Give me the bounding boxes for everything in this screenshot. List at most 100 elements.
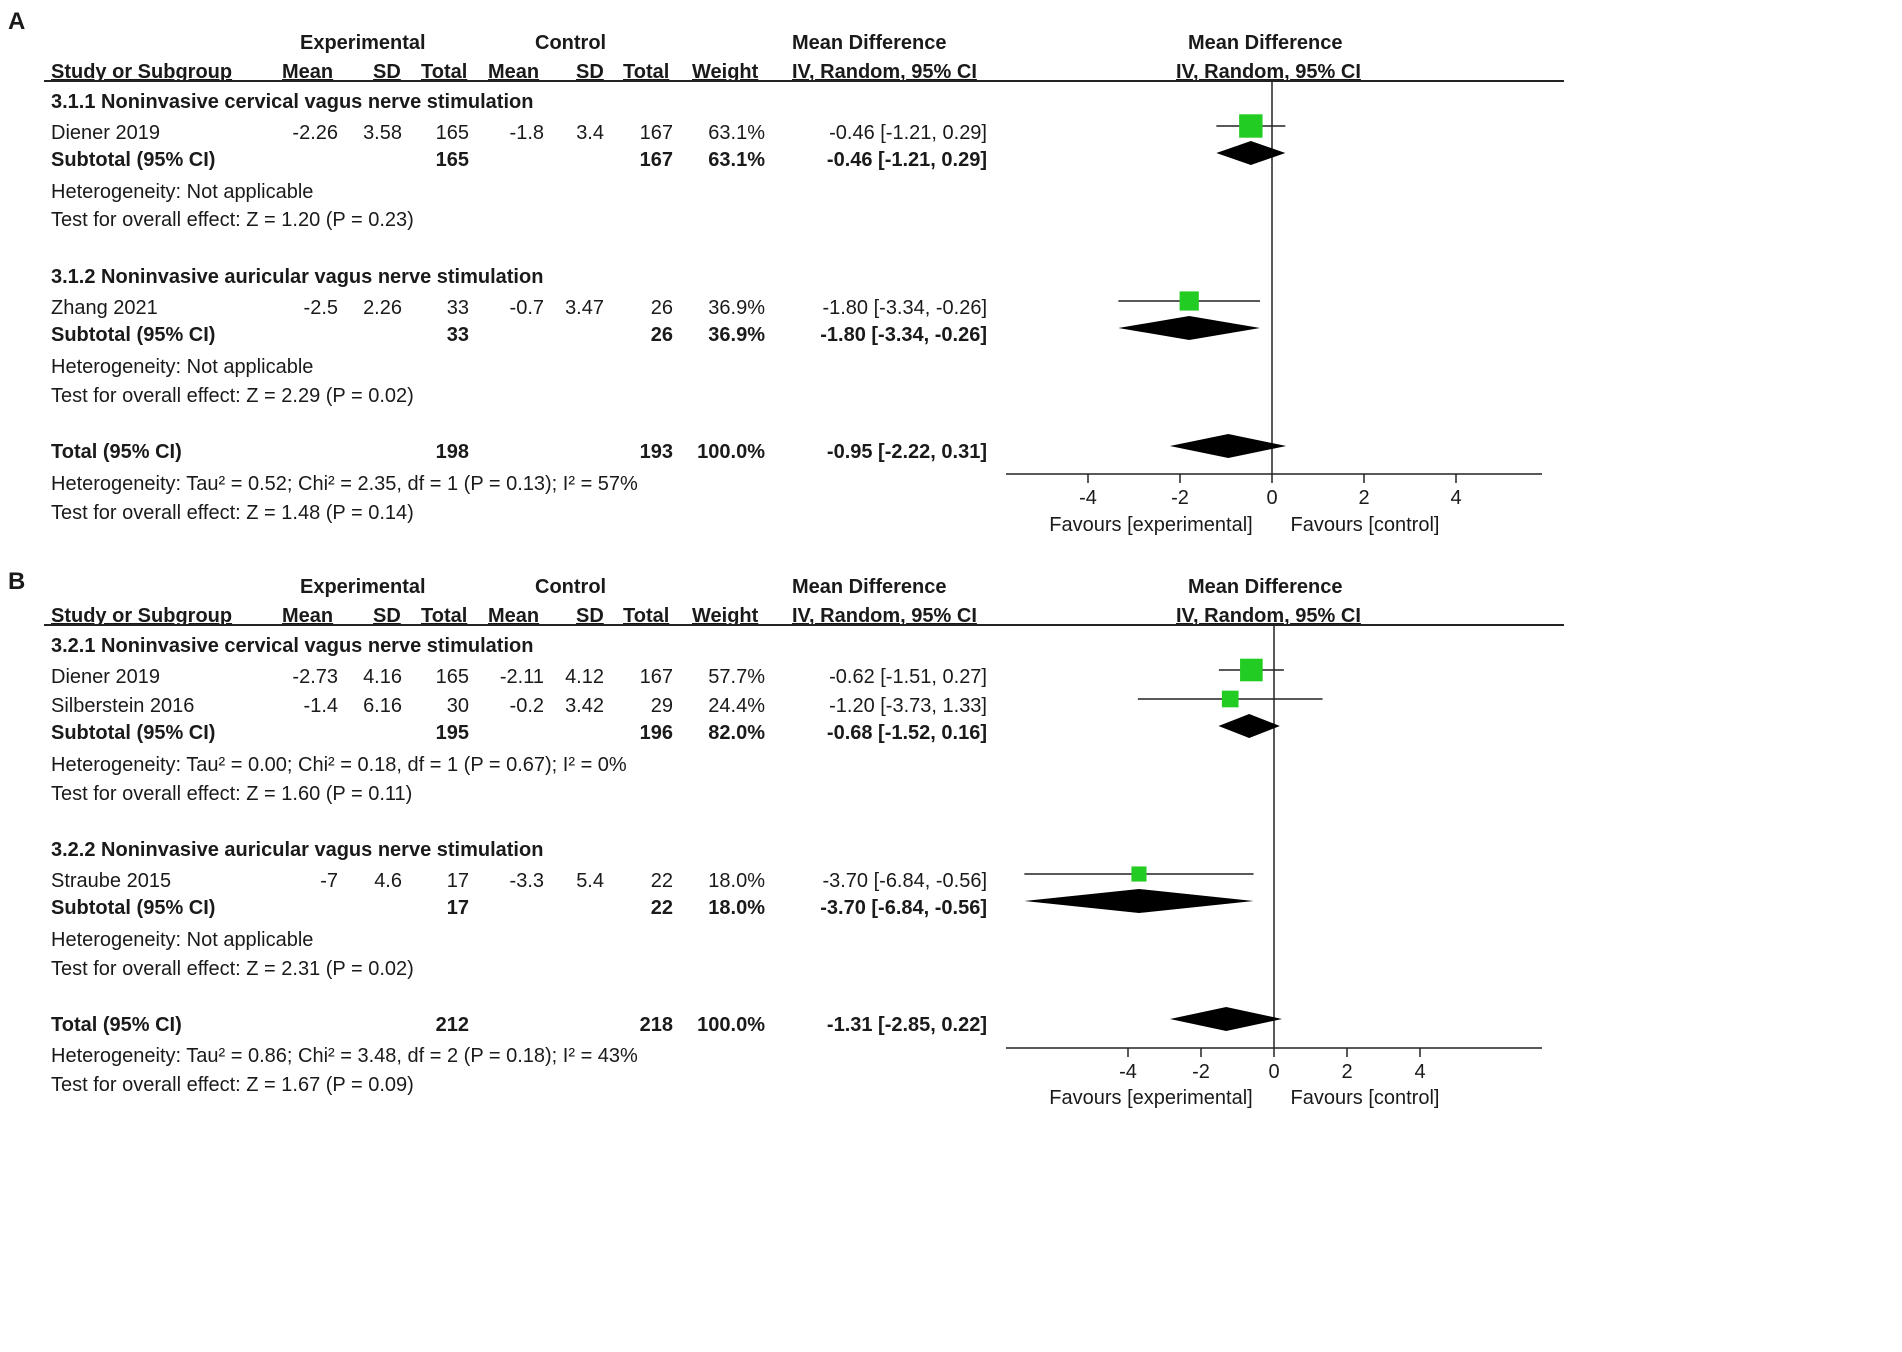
header-ctl-total: Total bbox=[623, 61, 670, 83]
x-tick-label: 0 bbox=[1266, 487, 1277, 509]
favours-control-label: Favours [control] bbox=[1290, 1087, 1440, 1109]
subtotal-exp-total: 165 bbox=[435, 149, 469, 171]
x-tick-label: 2 bbox=[1358, 487, 1369, 509]
total-ctl-total: 218 bbox=[639, 1014, 673, 1036]
total-weight: 100.0% bbox=[697, 1014, 765, 1036]
subtotal-label: Subtotal (95% CI) bbox=[51, 149, 216, 171]
ctl-mean: -0.2 bbox=[509, 695, 544, 717]
total-label: Total (95% CI) bbox=[51, 441, 182, 463]
header-plot-title: Mean Difference bbox=[1188, 576, 1343, 598]
header-rule bbox=[44, 624, 1564, 626]
subtotal-diamond bbox=[1118, 316, 1261, 340]
overall-effect-text: Test for overall effect: Z = 2.29 (P = 0… bbox=[51, 385, 414, 407]
header-weight: Weight bbox=[692, 605, 759, 627]
ctl-mean: -0.7 bbox=[509, 297, 544, 319]
header-method: IV, Random, 95% CI bbox=[792, 605, 977, 627]
study-name: Diener 2019 bbox=[51, 666, 160, 688]
subtotal-weight: 63.1% bbox=[708, 149, 765, 171]
exp-sd: 2.26 bbox=[363, 297, 402, 319]
total-exp-total: 212 bbox=[435, 1014, 469, 1036]
subgroup-title: 3.2.1 Noninvasive cervical vagus nerve s… bbox=[51, 635, 534, 657]
ctl-sd: 5.4 bbox=[576, 870, 604, 892]
subtotal-weight: 18.0% bbox=[708, 897, 765, 919]
study-marker bbox=[1240, 658, 1263, 682]
header-ctl-sd: SD bbox=[576, 61, 604, 83]
favours-control-label: Favours [control] bbox=[1290, 514, 1440, 536]
total-diamond bbox=[1169, 1007, 1283, 1031]
ctl-mean: -3.3 bbox=[509, 870, 544, 892]
header-exp-mean: Mean bbox=[282, 61, 334, 83]
weight: 36.9% bbox=[708, 297, 765, 319]
overall-effect-text: Test for overall effect: Z = 2.31 (P = 0… bbox=[51, 958, 414, 980]
exp-total: 33 bbox=[446, 297, 469, 319]
header-ctl-sd: SD bbox=[576, 605, 604, 627]
header-method: IV, Random, 95% CI bbox=[792, 61, 977, 83]
x-tick-label: -2 bbox=[1192, 1061, 1210, 1083]
total-overall-effect-text: Test for overall effect: Z = 1.48 (P = 0… bbox=[51, 502, 414, 524]
subtotal-exp-total: 33 bbox=[446, 324, 469, 346]
ctl-sd: 3.47 bbox=[565, 297, 604, 319]
x-tick-label: 4 bbox=[1414, 1061, 1425, 1083]
subgroup-title: 3.1.2 Noninvasive auricular vagus nerve … bbox=[51, 266, 544, 288]
header-mean-difference: Mean Difference bbox=[792, 32, 947, 54]
subgroup-title: 3.1.1 Noninvasive cervical vagus nerve s… bbox=[51, 91, 534, 113]
study-marker bbox=[1221, 690, 1239, 708]
subtotal-md-ci: -0.46 [-1.21, 0.29] bbox=[826, 149, 987, 171]
exp-sd: 4.6 bbox=[374, 870, 402, 892]
subtotal-md-ci: -0.68 [-1.52, 0.16] bbox=[826, 722, 987, 744]
subtotal-label: Subtotal (95% CI) bbox=[51, 324, 216, 346]
study-marker bbox=[1239, 114, 1263, 138]
subtotal-ctl-total: 22 bbox=[650, 897, 673, 919]
exp-total: 165 bbox=[435, 666, 469, 688]
total-ctl-total: 193 bbox=[639, 441, 673, 463]
panel-label: B bbox=[8, 568, 26, 595]
subtotal-ctl-total: 26 bbox=[650, 324, 673, 346]
total-md-ci: -0.95 [-2.22, 0.31] bbox=[826, 441, 987, 463]
subtotal-weight: 36.9% bbox=[708, 324, 765, 346]
ctl-total: 22 bbox=[650, 870, 673, 892]
x-tick-label: 2 bbox=[1341, 1061, 1352, 1083]
header-exp-mean: Mean bbox=[282, 605, 334, 627]
study-name: Silberstein 2016 bbox=[51, 695, 195, 717]
ctl-sd: 3.4 bbox=[576, 122, 604, 144]
total-exp-total: 198 bbox=[435, 441, 469, 463]
total-diamond bbox=[1169, 434, 1287, 458]
ctl-total: 167 bbox=[639, 122, 673, 144]
header-ctl-mean: Mean bbox=[488, 605, 540, 627]
subtotal-label: Subtotal (95% CI) bbox=[51, 897, 216, 919]
study-name: Diener 2019 bbox=[51, 122, 160, 144]
header-exp-total: Total bbox=[421, 605, 468, 627]
weight: 24.4% bbox=[708, 695, 765, 717]
subgroup-title: 3.2.2 Noninvasive auricular vagus nerve … bbox=[51, 839, 544, 861]
subtotal-exp-total: 17 bbox=[446, 897, 469, 919]
heterogeneity-text: Heterogeneity: Not applicable bbox=[51, 929, 314, 951]
weight: 18.0% bbox=[708, 870, 765, 892]
weight: 57.7% bbox=[708, 666, 765, 688]
subtotal-md-ci: -3.70 [-6.84, -0.56] bbox=[820, 897, 987, 919]
md-ci: -0.46 [-1.21, 0.29] bbox=[829, 122, 987, 144]
exp-sd: 3.58 bbox=[363, 122, 402, 144]
subtotal-weight: 82.0% bbox=[708, 722, 765, 744]
total-heterogeneity-text: Heterogeneity: Tau² = 0.86; Chi² = 3.48,… bbox=[51, 1045, 638, 1067]
header-study: Study or Subgroup bbox=[51, 605, 233, 627]
md-ci: -1.80 [-3.34, -0.26] bbox=[822, 297, 987, 319]
subtotal-ctl-total: 196 bbox=[639, 722, 673, 744]
overall-effect-text: Test for overall effect: Z = 1.20 (P = 0… bbox=[51, 209, 414, 231]
header-ctl-mean: Mean bbox=[488, 61, 540, 83]
study-marker bbox=[1179, 291, 1199, 311]
forest-plot: -4 -2 0 2 4 bbox=[1006, 626, 1542, 1083]
header-experimental: Experimental bbox=[300, 32, 426, 54]
exp-mean: -1.4 bbox=[303, 695, 338, 717]
panel-label: A bbox=[8, 8, 26, 35]
exp-sd: 6.16 bbox=[363, 695, 402, 717]
total-overall-effect-text: Test for overall effect: Z = 1.67 (P = 0… bbox=[51, 1074, 414, 1096]
heterogeneity-text: Heterogeneity: Not applicable bbox=[51, 181, 314, 203]
header-plot-method: IV, Random, 95% CI bbox=[1176, 61, 1361, 83]
ctl-mean: -1.8 bbox=[509, 122, 544, 144]
exp-sd: 4.16 bbox=[363, 666, 402, 688]
subtotal-diamond bbox=[1218, 714, 1280, 738]
header-mean-difference: Mean Difference bbox=[792, 576, 947, 598]
favours-experimental-label: Favours [experimental] bbox=[1049, 1087, 1253, 1109]
header-control: Control bbox=[535, 32, 607, 54]
exp-total: 30 bbox=[446, 695, 469, 717]
